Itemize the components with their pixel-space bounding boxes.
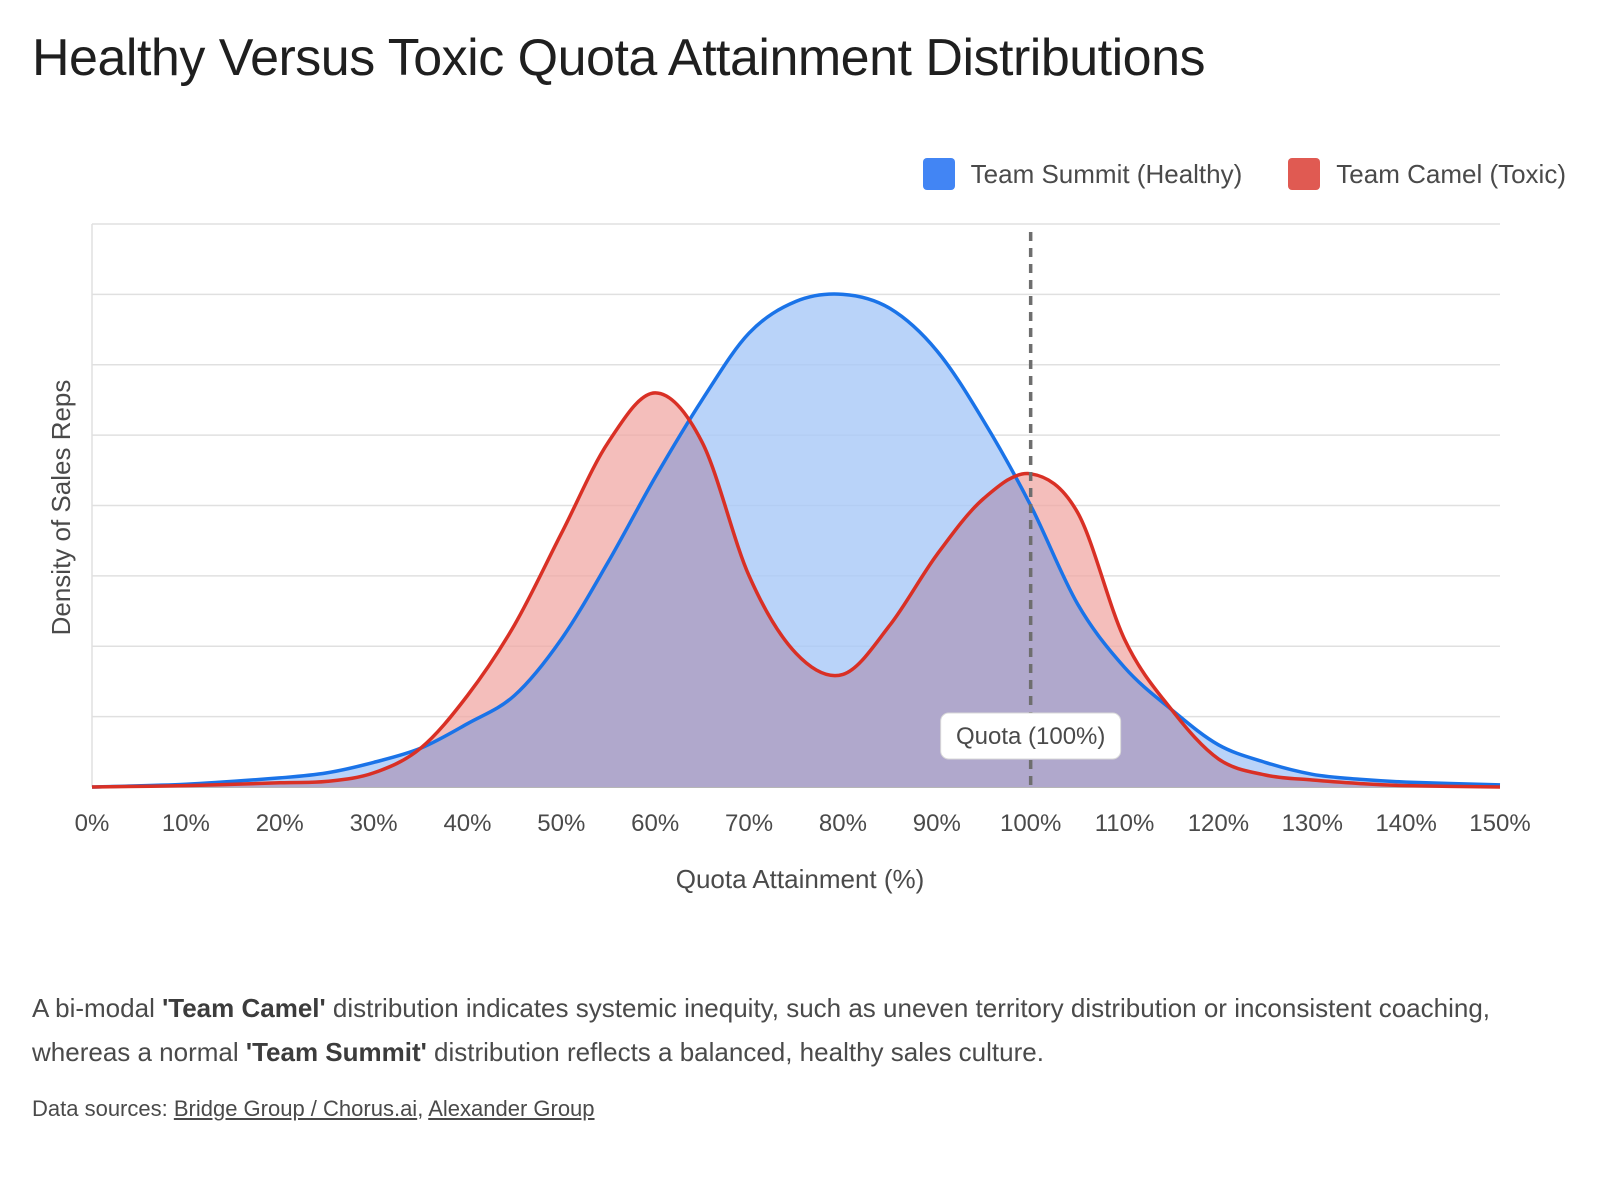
chart-legend: Team Summit (Healthy) Team Camel (Toxic) xyxy=(922,158,1566,190)
sources-prefix: Data sources: xyxy=(32,1096,174,1121)
toxic-series-line[interactable] xyxy=(91,391,1501,789)
caption-text-3: distribution reflects a balanced, health… xyxy=(426,1037,1044,1067)
page-title: Healthy Versus Toxic Quota Attainment Di… xyxy=(32,29,1206,87)
legend-swatch-healthy xyxy=(922,158,955,190)
caption-bold-summit: 'Team Summit' xyxy=(245,1037,427,1067)
x-tick-label: 40% xyxy=(443,810,491,837)
quota-annotation: Quota (100%) xyxy=(940,712,1122,760)
x-tick-label: 130% xyxy=(1282,810,1343,837)
x-tick-label: 120% xyxy=(1188,810,1249,837)
healthy-series-area xyxy=(92,294,1500,787)
legend-item-toxic[interactable]: Team Camel (Toxic) xyxy=(1288,158,1566,190)
caption-bold-camel: 'Team Camel' xyxy=(162,993,326,1023)
x-tick-label: 30% xyxy=(350,810,398,837)
x-tick-label: 70% xyxy=(725,810,773,837)
x-tick-label: 50% xyxy=(537,810,585,837)
caption-text-2: distribution indicates systemic inequity… xyxy=(32,993,1491,1067)
x-tick-label: 90% xyxy=(913,810,961,837)
x-tick-label: 80% xyxy=(819,810,867,837)
source-link-bridge-group[interactable]: Bridge Group / Chorus.ai xyxy=(173,1096,418,1121)
caption-text-1: A bi-modal xyxy=(32,993,163,1023)
x-tick-label: 10% xyxy=(162,810,210,837)
legend-label-healthy: Team Summit (Healthy) xyxy=(970,158,1243,189)
legend-swatch-toxic xyxy=(1288,158,1321,190)
chart-caption: A bi-modal 'Team Camel' distribution ind… xyxy=(32,986,1532,1074)
density-chart: Quota (100%) 0% 10% 20% 30% 40% 50% 60% 70% 80% 9… xyxy=(46,223,1531,894)
x-tick-label: 0% xyxy=(75,810,110,837)
source-link-alexander-group[interactable]: Alexander Group xyxy=(428,1096,595,1121)
x-tick-label: 140% xyxy=(1375,810,1436,837)
data-sources: Data sources: Bridge Group / Chorus.ai, … xyxy=(32,1096,595,1122)
quota-label: Quota (100%) xyxy=(956,723,1105,750)
x-axis-title: Quota Attainment (%) xyxy=(676,864,925,894)
x-tick-label: 110% xyxy=(1095,810,1155,837)
sources-separator: , xyxy=(417,1096,429,1121)
x-tick-label: 100% xyxy=(1000,810,1061,837)
legend-item-healthy[interactable]: Team Summit (Healthy) xyxy=(922,158,1243,190)
x-tick-label: 60% xyxy=(631,810,679,837)
x-axis-ticks: 0% 10% 20% 30% 40% 50% 60% 70% 80% 90% 100% 110% 120… xyxy=(75,810,1531,837)
y-axis-title: Density of Sales Reps xyxy=(46,380,76,636)
x-tick-label: 20% xyxy=(256,810,304,837)
healthy-series-line[interactable] xyxy=(91,292,1501,789)
x-tick-label: 150% xyxy=(1469,810,1530,837)
legend-label-toxic: Team Camel (Toxic) xyxy=(1336,158,1566,189)
